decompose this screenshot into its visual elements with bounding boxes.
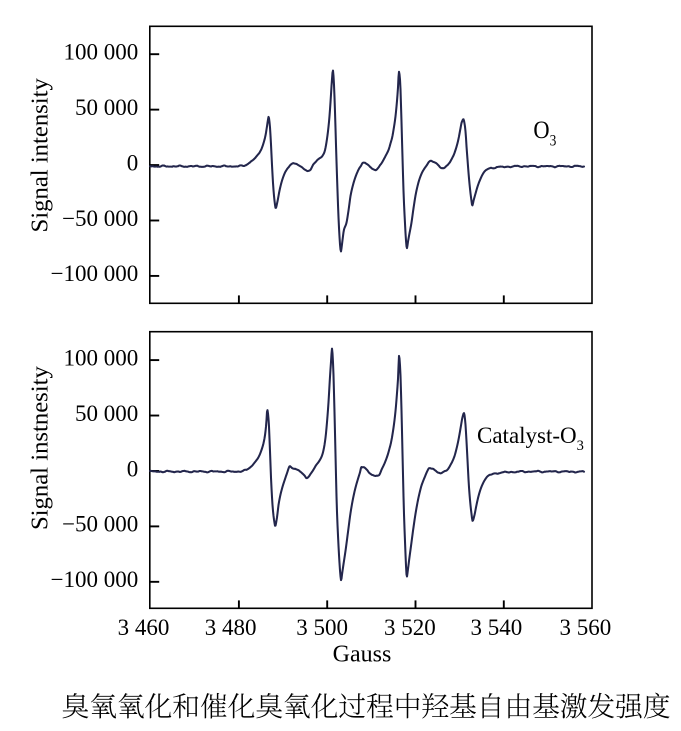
svg-text:100 000: 100 000 [64, 345, 139, 370]
svg-text:3 540: 3 540 [471, 615, 523, 640]
svg-text:Signal instnesity: Signal instnesity [27, 365, 54, 530]
svg-text:Signal intensity: Signal intensity [27, 77, 54, 232]
svg-text:−100 000: −100 000 [51, 567, 139, 592]
svg-text:3 560: 3 560 [560, 615, 612, 640]
svg-text:50 000: 50 000 [75, 401, 138, 426]
svg-text:3 520: 3 520 [384, 615, 436, 640]
svg-text:0: 0 [127, 456, 139, 481]
svg-text:100 000: 100 000 [64, 40, 139, 65]
svg-text:−50 000: −50 000 [62, 206, 138, 231]
svg-text:3 480: 3 480 [205, 615, 257, 640]
svg-text:3 460: 3 460 [118, 615, 170, 640]
svg-text:−100 000: −100 000 [51, 261, 139, 286]
svg-text:3 500: 3 500 [296, 615, 348, 640]
svg-text:−50 000: −50 000 [62, 512, 138, 537]
svg-text:Gauss: Gauss [333, 642, 392, 668]
svg-text:50 000: 50 000 [75, 95, 138, 120]
svg-text:0: 0 [127, 150, 139, 175]
